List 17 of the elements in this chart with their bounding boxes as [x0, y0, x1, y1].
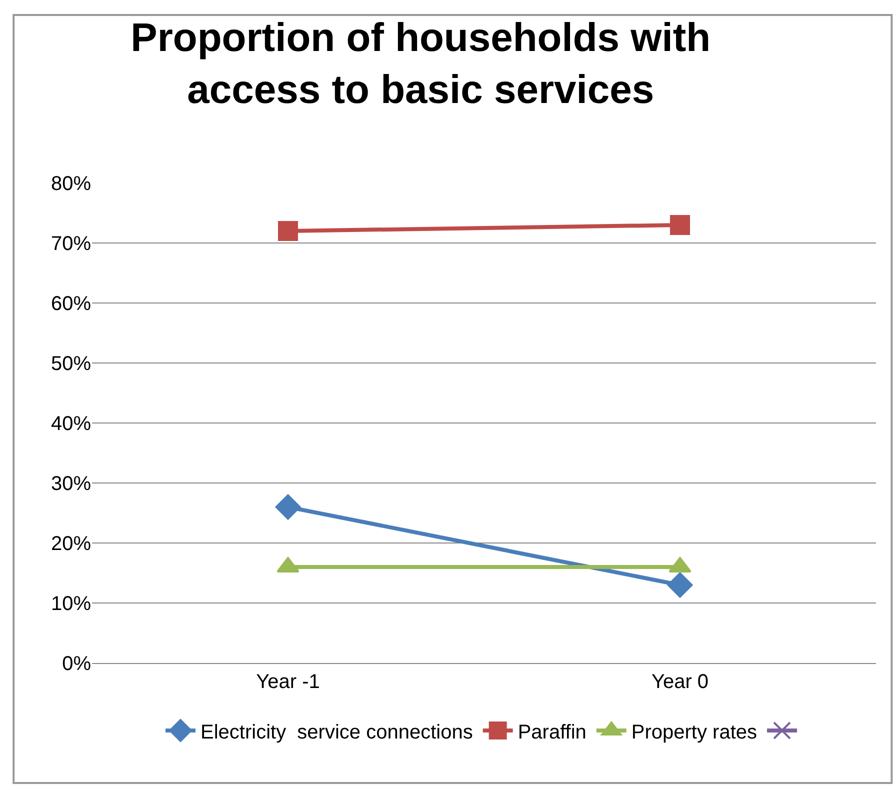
y-tick-label: 30%	[50, 473, 92, 495]
y-tick-label: 60%	[50, 293, 92, 315]
legend-label: Electricity service connections	[200, 721, 473, 744]
point	[278, 221, 298, 241]
legend-label: Paraffin	[518, 721, 586, 744]
y-tick-label: 20%	[50, 533, 92, 555]
legend-label: Property rates	[631, 721, 758, 744]
y-tick-label: 10%	[50, 593, 92, 615]
y-tick-label: 40%	[50, 413, 92, 435]
y-tick-label: 0%	[62, 653, 92, 675]
x-tick-label: Year 0	[651, 671, 709, 693]
chart-title: Proportion of households with access to basic services	[130, 16, 711, 112]
point	[670, 215, 690, 235]
y-tick-label: 80%	[50, 173, 92, 195]
x-tick-label: Year -1	[256, 671, 320, 693]
y-tick-label: 50%	[50, 353, 92, 375]
y-tick-label: 70%	[50, 233, 92, 255]
